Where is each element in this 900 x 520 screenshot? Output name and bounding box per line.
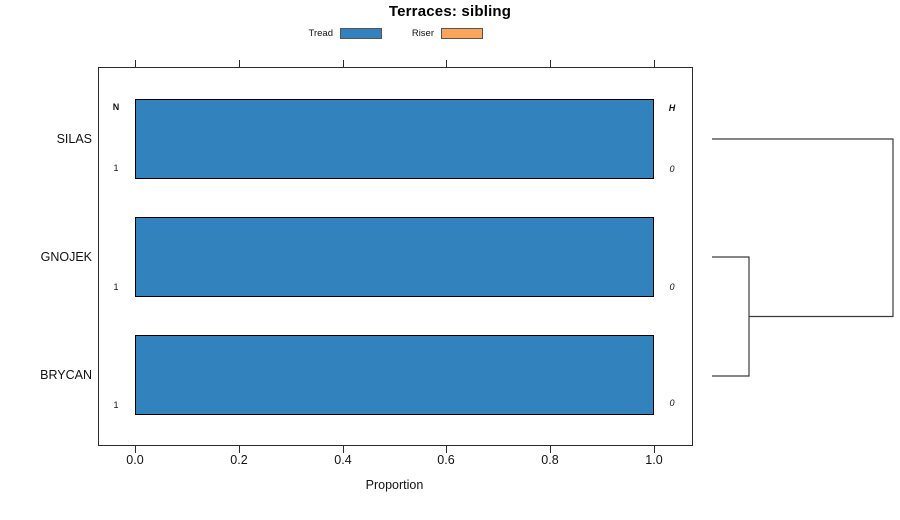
bar-gnojek-tread (135, 217, 654, 297)
x-tick-top (343, 60, 344, 67)
dendrogram-root-silas (712, 138, 894, 318)
heterogeneity-column-header: H (668, 103, 676, 113)
x-tick-top (654, 60, 655, 67)
x-tick-label: 0.6 (437, 453, 455, 467)
row-label-brycan: BRYCAN (40, 368, 92, 382)
count-value-gnojek: 1 (113, 282, 119, 292)
x-tick-label: 0.8 (541, 453, 559, 467)
h-value-silas: 0 (669, 164, 675, 174)
x-tick-bottom (343, 446, 344, 453)
x-tick-label: 0.2 (230, 453, 248, 467)
x-tick-label: 0.4 (334, 453, 352, 467)
x-tick-bottom (239, 446, 240, 453)
x-tick-top (446, 60, 447, 67)
legend-label-riser: Riser (411, 28, 434, 39)
x-tick-bottom (135, 446, 136, 453)
count-value-brycan: 1 (113, 400, 119, 410)
x-tick-bottom (446, 446, 447, 453)
h-value-brycan: 0 (669, 398, 675, 408)
chart-title: Terraces: sibling (388, 3, 512, 20)
legend-swatch-riser (441, 28, 483, 39)
x-tick-label: 1.0 (645, 453, 663, 467)
row-label-gnojek: GNOJEK (40, 250, 92, 264)
h-value-gnojek: 0 (669, 282, 675, 292)
x-tick-top (239, 60, 240, 67)
x-tick-bottom (550, 446, 551, 453)
bar-brycan-tread (135, 335, 654, 415)
bar-silas-tread (135, 99, 654, 179)
row-label-silas: SILAS (56, 132, 92, 146)
x-tick-label: 0.0 (126, 453, 144, 467)
x-axis-title: Proportion (365, 478, 424, 492)
count-value-silas: 1 (113, 163, 119, 173)
x-tick-top (135, 60, 136, 67)
count-column-header: N (112, 102, 120, 112)
x-tick-top (550, 60, 551, 67)
legend-swatch-tread (340, 28, 382, 39)
x-tick-bottom (654, 446, 655, 453)
dendrogram-clade-gnojek-brycan (712, 256, 750, 377)
legend-label-tread: Tread (308, 28, 333, 39)
